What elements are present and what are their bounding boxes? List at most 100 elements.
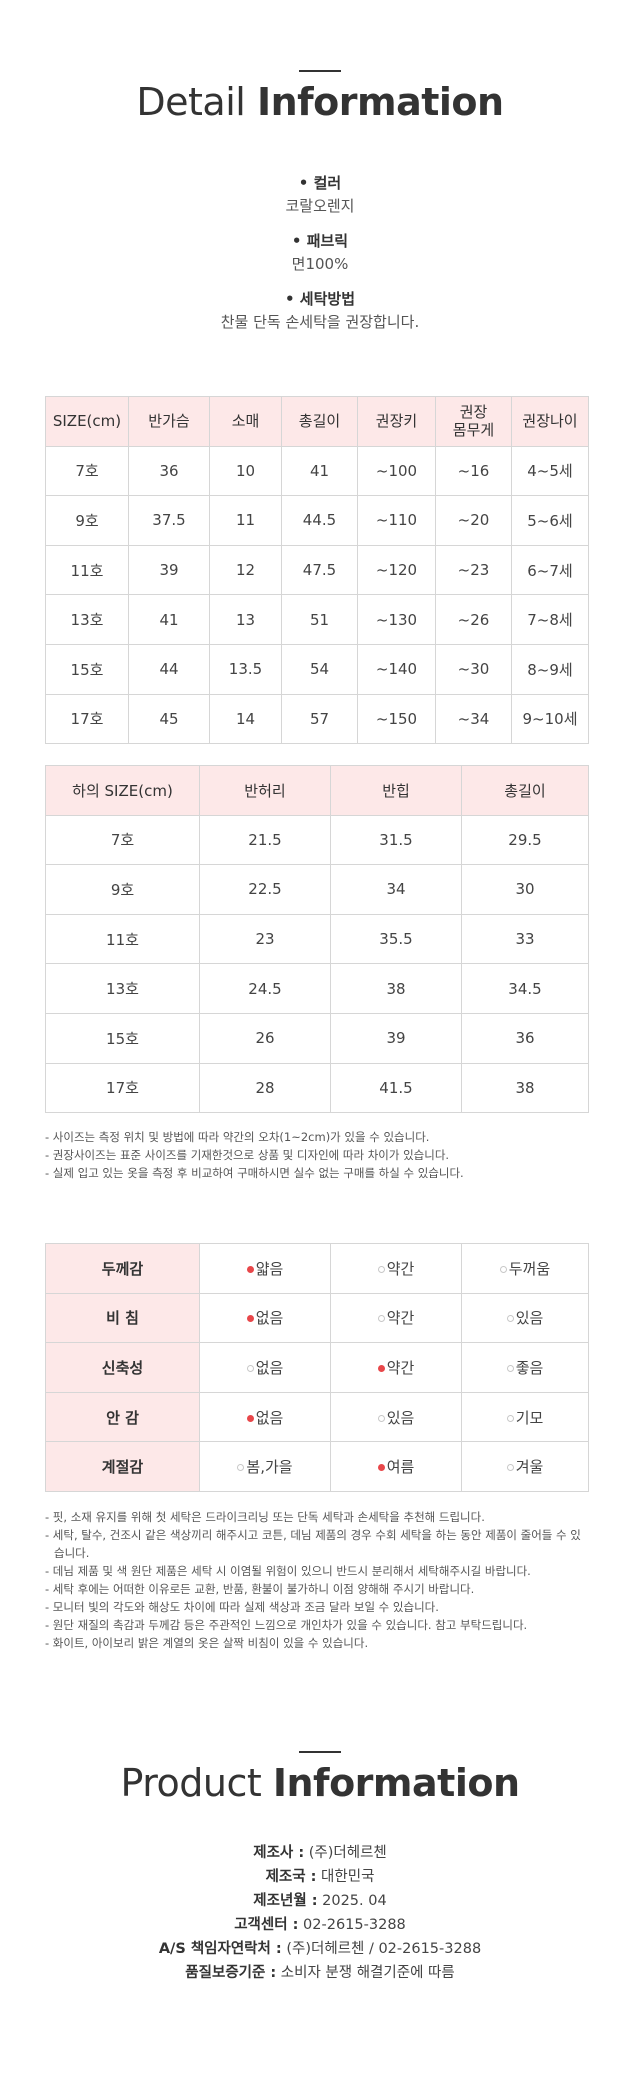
header-line: 권장키: [375, 412, 418, 431]
size-table: SIZE(cm) 반가슴 소매 총길이 권장키 권장 몸무게 권장나이 7호 36 10 41 ~100…: [45, 396, 589, 745]
unselected-dot: [506, 1315, 514, 1323]
row: 안 감 없음 있음 기모: [45, 1391, 589, 1443]
cell: 37.5: [128, 495, 210, 546]
cell: ~26: [435, 594, 512, 645]
unselected-dot: [246, 1364, 254, 1372]
cell: ~120: [357, 544, 436, 596]
row: 7호 21.5 31.5 29.5: [45, 814, 589, 866]
cell: 45: [128, 693, 210, 745]
header-cell: 총길이: [461, 765, 589, 816]
cell: 15호: [45, 1012, 200, 1064]
selected-dot: [246, 1315, 254, 1323]
note: - 실제 입고 있는 옷을 측정 후 비교하여 구매하시면 실수 없는 구매를 …: [45, 1166, 464, 1180]
info-value: (주)더헤르첸 / 02-2615-3288: [286, 1941, 482, 1957]
cell: ~23: [435, 544, 512, 596]
option-text: 얇음: [255, 1259, 284, 1278]
info-label: 고객센터 :: [234, 1917, 299, 1933]
feel-option: 약간: [330, 1342, 462, 1393]
option-text: 약간: [386, 1309, 415, 1328]
info-value: 소비자 분쟁 해결기준에 따름: [280, 1965, 455, 1981]
cell: 7~8세: [511, 594, 589, 645]
info-line: 제조사 : (주)더헤르첸: [0, 1841, 640, 1865]
info-label: 품질보증기준 :: [185, 1965, 277, 1981]
header-row: 하의 SIZE(cm) 반허리 반힙 총길이: [45, 765, 589, 816]
option-text: 겨울: [515, 1458, 544, 1477]
cell: 11: [209, 495, 282, 546]
feel-option: 있음: [330, 1391, 462, 1443]
unselected-dot: [506, 1364, 514, 1372]
info-value: 대한민국: [321, 1869, 375, 1885]
cell: 28: [199, 1062, 331, 1114]
header-line: 몸무게: [452, 421, 495, 440]
note: - 원단 재질의 촉감과 두께감 등은 주관적인 느낌으로 개인차가 있을 수 …: [45, 1618, 528, 1632]
cell: 13호: [45, 963, 200, 1014]
cell: 4~5세: [511, 445, 589, 497]
cell: 9~10세: [511, 693, 589, 745]
cell: 5~6세: [511, 495, 589, 546]
spec-label: • 패브릭: [291, 232, 349, 250]
cell: 33: [461, 913, 589, 965]
option-text: 있음: [386, 1408, 415, 1427]
header-line: 반가슴: [148, 412, 190, 431]
info-line: 고객센터 : 02-2615-3288: [0, 1913, 640, 1937]
unselected-dot: [377, 1265, 385, 1273]
spec-list: • 컬러 코랄오렌지 • 패브릭 면100% • 세탁방법 찬물 단독 손세탁을 권장합니…: [0, 172, 640, 346]
cell: 26: [199, 1012, 331, 1064]
cell: 38: [330, 963, 462, 1014]
cell: ~150: [357, 693, 436, 745]
cell: ~20: [435, 495, 512, 546]
bottom-size-table: 하의 SIZE(cm) 반허리 반힙 총길이 7호 21.5 31.5 29.5 9호 22.5 3…: [45, 765, 589, 1114]
info-value: 02-2615-3288: [303, 1917, 406, 1933]
selected-dot: [246, 1414, 254, 1422]
option-text: 약간: [386, 1259, 415, 1278]
feel-table: 두께감 얇음 약간 두꺼움 비 침 없음 약간 있음 신축성 없음 약간 좋음 안 감 없음 있음 기모 계절감…: [45, 1243, 589, 1492]
cell: 34: [330, 864, 462, 915]
cell: ~100: [357, 445, 436, 497]
row: 9호 22.5 34 30: [45, 864, 589, 915]
row: 9호 37.5 11 44.5 ~110 ~20 5~6세: [45, 495, 589, 546]
cell: 6~7세: [511, 544, 589, 596]
option-text: 없음: [255, 1358, 284, 1377]
header-line: SIZE(cm): [52, 412, 122, 431]
header-line: 권장: [459, 403, 488, 422]
cell: 13: [209, 594, 282, 645]
note: - 사이즈는 측정 위치 및 방법에 따라 약간의 오차(1~2cm)가 있을 …: [45, 1130, 430, 1144]
divider: [299, 70, 341, 72]
unselected-dot: [237, 1464, 245, 1472]
cell: 10: [209, 445, 282, 497]
feel-label: 계절감: [45, 1441, 200, 1492]
cell: 44: [128, 643, 210, 695]
cell: 35.5: [330, 913, 462, 965]
selected-dot: [246, 1265, 254, 1273]
header-cell: 권장나이: [511, 396, 589, 447]
row: 13호 24.5 38 34.5: [45, 963, 589, 1014]
cell: 41: [281, 445, 358, 497]
header-cell: 반가슴: [128, 396, 210, 447]
cell: 34.5: [461, 963, 589, 1014]
feel-label: 신축성: [45, 1342, 200, 1393]
section-title: Detail Information: [0, 80, 640, 124]
title-bold: Information: [256, 80, 504, 124]
row: 17호 45 14 57 ~150 ~34 9~10세: [45, 693, 589, 745]
cell: 17호: [45, 1062, 200, 1114]
option-text: 여름: [386, 1458, 415, 1477]
feel-option: 약간: [330, 1243, 462, 1294]
cell: 38: [461, 1062, 589, 1114]
cell: 8~9세: [511, 643, 589, 695]
header-line: 총길이: [298, 412, 341, 431]
cell: 24.5: [199, 963, 331, 1014]
option-text: 약간: [386, 1358, 415, 1377]
row: 두께감 얇음 약간 두꺼움: [45, 1243, 589, 1294]
info-line: 제조국 : 대한민국: [0, 1865, 640, 1889]
unselected-dot: [377, 1414, 385, 1422]
cell: 41.5: [330, 1062, 462, 1114]
row: 계절감 봄,가을 여름 겨울: [45, 1441, 589, 1492]
feel-option: 없음: [199, 1292, 331, 1344]
info-value: (주)더헤르첸: [308, 1845, 387, 1861]
cell: 51: [281, 594, 358, 645]
spec-label: • 컬러: [298, 174, 342, 192]
cell: ~30: [435, 643, 512, 695]
section-title: Product Information: [0, 1761, 640, 1805]
cell: 47.5: [281, 544, 358, 596]
